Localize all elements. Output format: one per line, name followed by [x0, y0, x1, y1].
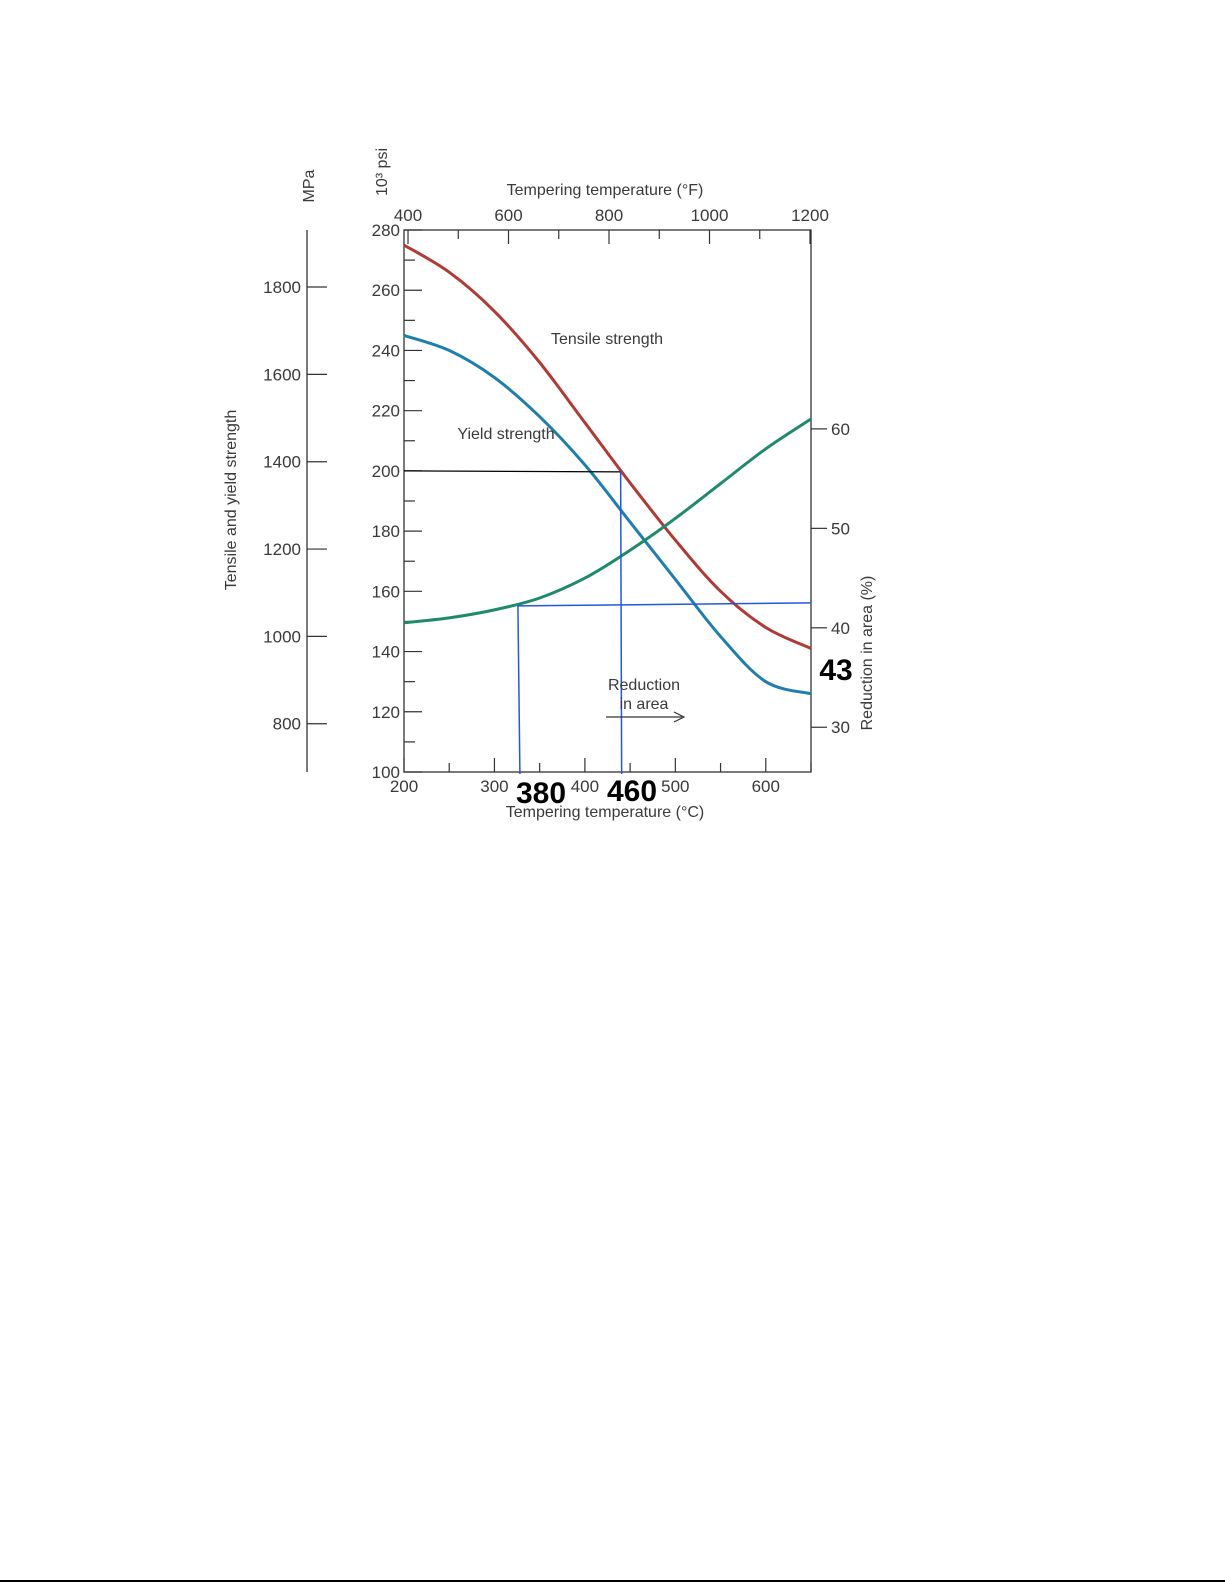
celsius-tick-label: 600	[752, 777, 780, 796]
fahrenheit-tick-label: 400	[394, 206, 422, 225]
blue-guide-vertical-ra	[517, 605, 521, 775]
handwritten-43: 43	[819, 654, 852, 687]
mpa-axis-title: MPa	[301, 169, 318, 202]
series	[403, 243, 812, 696]
reduction-arrow-head	[673, 711, 686, 723]
ksi-tick-label: 220	[372, 402, 400, 421]
page-bottom-rule	[0, 1580, 1225, 1582]
ra-tick-label: 50	[831, 519, 850, 538]
blue-guide-horizontal-ra	[517, 602, 812, 607]
chart-text: 100 120 140 160 180 200 220 240 260 280 800 1000 120…	[223, 148, 876, 821]
overlay-marks	[403, 470, 812, 775]
mpa-tick-label: 1400	[263, 453, 301, 472]
axes	[306, 229, 827, 773]
yield-strength-label: Yield strength	[457, 426, 554, 443]
tensile-strength-label: Tensile strength	[551, 331, 663, 348]
top-axis-title: Tempering temperature (°F)	[507, 182, 704, 199]
bottom-axis-title: Tempering temperature (°C)	[506, 804, 704, 821]
fahrenheit-tick-label: 600	[494, 206, 522, 225]
fahrenheit-tick-label: 800	[595, 206, 623, 225]
ksi-tick-label: 260	[372, 281, 400, 300]
handwritten-380: 380	[516, 777, 566, 810]
ra-tick-label: 40	[831, 619, 850, 638]
celsius-tick-label: 400	[571, 777, 599, 796]
celsius-tick-label: 300	[480, 777, 508, 796]
ra-tick-label: 30	[831, 718, 850, 737]
reduction-in-area-curve	[403, 417, 812, 625]
ksi-tick-label: 120	[372, 703, 400, 722]
celsius-tick-label: 200	[390, 777, 418, 796]
reduction-label-line1: Reduction	[608, 677, 680, 694]
mpa-tick-label: 1800	[263, 278, 301, 297]
ksi-tick-label: 280	[372, 221, 400, 240]
ksi-tick-label: 200	[372, 462, 400, 481]
right-axis-title: Reduction in area (%)	[859, 576, 876, 731]
ksi-tick-label: 180	[372, 522, 400, 541]
mpa-tick-label: 1600	[263, 365, 301, 384]
ksi-axis-title: 10³ psi	[374, 148, 391, 196]
celsius-tick-label: 500	[661, 777, 689, 796]
yield-strength-curve	[403, 333, 812, 696]
ksi-tick-label: 100	[372, 763, 400, 782]
tensile-strength-curve	[403, 243, 812, 650]
ksi-tick-label: 160	[372, 582, 400, 601]
black-guide-line	[403, 470, 621, 473]
ra-tick-label: 60	[831, 420, 850, 439]
fahrenheit-tick-label: 1200	[791, 206, 829, 225]
mpa-tick-label: 1000	[263, 627, 301, 646]
handwritten-460: 460	[607, 775, 657, 808]
left-axis-title: Tensile and yield strength	[223, 410, 240, 591]
mpa-tick-label: 1200	[263, 540, 301, 559]
blue-guide-vertical-yield	[619, 470, 623, 775]
reduction-label-line2: in area	[620, 696, 669, 713]
ksi-tick-label: 140	[372, 643, 400, 662]
fahrenheit-tick-label: 1000	[691, 206, 729, 225]
mpa-tick-label: 800	[273, 715, 301, 734]
ksi-tick-label: 240	[372, 341, 400, 360]
